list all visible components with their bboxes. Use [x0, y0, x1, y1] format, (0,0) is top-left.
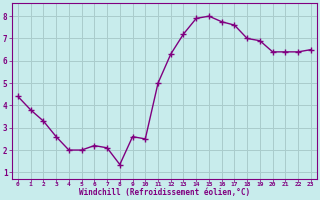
X-axis label: Windchill (Refroidissement éolien,°C): Windchill (Refroidissement éolien,°C): [79, 188, 250, 197]
